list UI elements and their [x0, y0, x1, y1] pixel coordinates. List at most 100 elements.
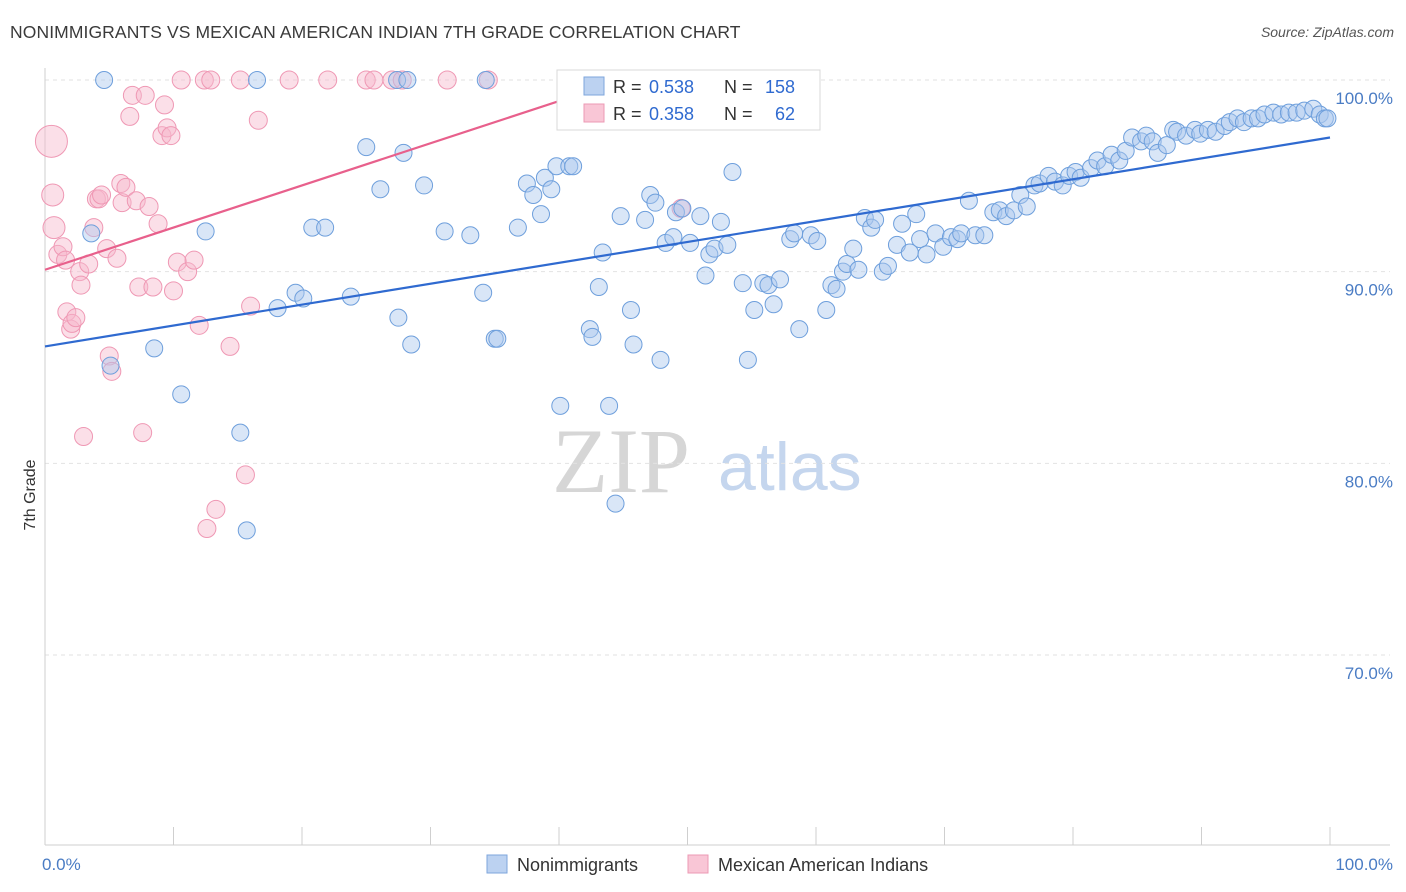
data-point-nonimmigrants [357, 138, 376, 157]
data-point-nonimmigrants [624, 335, 643, 354]
data-point-nonimmigrants [771, 270, 790, 289]
data-point-nonimmigrants [461, 226, 480, 245]
data-point-nonimmigrants [593, 243, 612, 262]
data-point-mexican-american-indians [206, 499, 226, 519]
data-point-nonimmigrants [1287, 103, 1306, 122]
data-point-mexican-american-indians [189, 315, 209, 335]
data-point-nonimmigrants [524, 186, 543, 204]
legend-n-value: 158 [765, 77, 795, 97]
data-point-mexican-american-indians [139, 197, 159, 216]
data-point-mexican-american-indians [99, 346, 119, 366]
data-point-nonimmigrants [1206, 122, 1225, 141]
data-point-nonimmigrants [316, 218, 335, 237]
data-point-nonimmigrants [745, 301, 764, 319]
data-point-mexican-american-indians [194, 70, 214, 90]
data-point-nonimmigrants [1157, 136, 1176, 155]
y-tick-label: 90.0% [1345, 281, 1393, 300]
data-point-mexican-american-indians [241, 296, 261, 316]
data-point-mexican-american-indians [62, 313, 82, 333]
data-point-nonimmigrants [542, 180, 561, 199]
data-point-nonimmigrants [738, 350, 757, 369]
data-point-nonimmigrants [560, 157, 579, 176]
data-point-mexican-american-indians [161, 126, 181, 146]
data-point-nonimmigrants [696, 266, 715, 285]
data-point-nonimmigrants [248, 71, 267, 89]
data-point-mexican-american-indians [107, 248, 127, 268]
data-point-nonimmigrants [398, 71, 417, 89]
data-point-nonimmigrants [1198, 120, 1217, 139]
data-point-nonimmigrants [664, 228, 683, 247]
data-point-nonimmigrants [651, 350, 670, 369]
y-tick-label: 70.0% [1345, 664, 1393, 683]
data-point-nonimmigrants [517, 174, 536, 193]
data-point-mexican-american-indians [235, 465, 255, 485]
data-point-mexican-american-indians [120, 106, 140, 126]
data-point-nonimmigrants [808, 232, 827, 250]
data-point-mexican-american-indians [74, 427, 94, 446]
data-point-nonimmigrants [844, 239, 863, 258]
data-point-mexican-american-indians [184, 250, 204, 270]
data-point-nonimmigrants [1272, 105, 1291, 124]
data-point-nonimmigrants [95, 71, 114, 89]
stats-legend: R = 0.538 N = 158 R = 0.358 N = 62 [556, 69, 821, 131]
data-point-nonimmigrants [849, 260, 868, 279]
data-point-nonimmigrants [1110, 151, 1129, 170]
bottom-legend-nonimmigrants: Nonimmigrants [517, 855, 638, 875]
data-point-mexican-american-indians [167, 252, 187, 272]
data-point-nonimmigrants [621, 301, 640, 319]
data-point-nonimmigrants [606, 494, 625, 513]
y-tick-label: 100.0% [1335, 89, 1393, 108]
data-point-nonimmigrants [231, 423, 250, 442]
data-point-nonimmigrants [371, 180, 390, 199]
watermark-atlas: atlas [718, 429, 862, 505]
legend-r-label: R = [613, 104, 642, 124]
data-point-mexican-american-indians [135, 85, 155, 105]
data-point-nonimmigrants [1143, 132, 1162, 151]
chart-title: NONIMMIGRANTS VS MEXICAN AMERICAN INDIAN… [10, 22, 741, 42]
data-point-nonimmigrants [476, 71, 495, 89]
data-point-nonimmigrants [733, 274, 752, 293]
data-point-mexican-american-indians [66, 308, 86, 328]
data-point-nonimmigrants [564, 157, 583, 176]
data-point-nonimmigrants [389, 308, 408, 327]
trend-line-nonimmigrants [44, 136, 1331, 348]
data-point-nonimmigrants [673, 199, 692, 218]
data-point-nonimmigrants [303, 218, 322, 237]
data-point-mexican-american-indians [197, 519, 217, 538]
data-point-nonimmigrants [435, 222, 454, 241]
data-point-mexican-american-indians [171, 70, 191, 90]
data-point-nonimmigrants [1148, 143, 1167, 162]
data-point-nonimmigrants [551, 396, 570, 415]
data-point-mexican-american-indians [42, 216, 66, 240]
data-point-nonimmigrants [196, 222, 215, 241]
data-point-mexican-american-indians [102, 361, 122, 381]
data-point-nonimmigrants [723, 163, 742, 181]
data-point-nonimmigrants [759, 276, 778, 295]
data-point-nonimmigrants [611, 207, 630, 226]
data-point-nonimmigrants [873, 262, 892, 281]
data-point-nonimmigrants [711, 212, 730, 231]
data-point-nonimmigrants [926, 224, 945, 243]
legend-swatch-pink [583, 103, 605, 123]
legend-swatch-blue [583, 76, 605, 96]
watermark-zip: ZIP [552, 410, 690, 512]
series-nonimmigrants [82, 71, 1337, 540]
data-point-nonimmigrants [535, 168, 554, 187]
bottom-legend-swatch-blue [486, 854, 508, 874]
data-point-mexican-american-indians [220, 336, 240, 356]
data-point-nonimmigrants [817, 301, 836, 319]
data-point-mexican-american-indians [382, 70, 402, 90]
data-point-mexican-american-indians [133, 423, 153, 443]
data-point-nonimmigrants [1011, 186, 1030, 204]
trend-line-mexican-american-indians [44, 78, 624, 271]
data-point-mexican-american-indians [164, 281, 183, 301]
data-point-mexican-american-indians [61, 319, 81, 339]
data-point-nonimmigrants [172, 385, 191, 404]
data-point-mexican-american-indians [92, 185, 112, 205]
data-point-nonimmigrants [917, 245, 936, 264]
data-point-nonimmigrants [237, 521, 256, 540]
legend-r-value: 0.538 [649, 77, 694, 97]
data-point-nonimmigrants [589, 278, 608, 296]
data-point-nonimmigrants [474, 283, 493, 302]
